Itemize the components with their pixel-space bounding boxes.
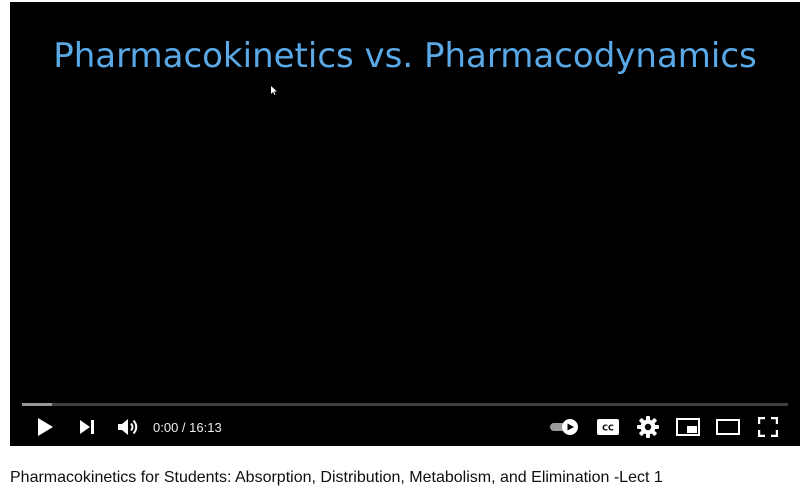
volume-button[interactable] — [114, 414, 142, 440]
play-button[interactable] — [32, 414, 58, 440]
player-controls: 0:00 / 16:13 CC — [10, 410, 800, 444]
fullscreen-icon — [758, 417, 778, 437]
svg-text:CC: CC — [602, 424, 614, 433]
gear-icon — [637, 416, 659, 438]
captions-button[interactable]: CC — [596, 414, 620, 440]
slide-title: Pharmacokinetics vs. Pharmacodynamics — [53, 36, 757, 76]
progress-bar[interactable] — [22, 403, 788, 406]
video-player[interactable]: Pharmacokinetics vs. Pharmacodynamics — [10, 2, 800, 446]
play-icon — [38, 418, 53, 436]
progress-buffered — [22, 403, 52, 406]
theater-mode-icon — [716, 419, 740, 435]
theater-mode-button[interactable] — [714, 414, 742, 440]
autoplay-toggle-icon — [550, 419, 578, 435]
autoplay-toggle[interactable] — [548, 414, 580, 440]
next-button[interactable] — [74, 414, 100, 440]
volume-icon — [118, 419, 138, 435]
miniplayer-icon — [676, 418, 700, 436]
settings-button[interactable] — [636, 414, 660, 440]
fullscreen-button[interactable] — [756, 414, 780, 440]
video-title: Pharmacokinetics for Students: Absorptio… — [10, 469, 663, 486]
mouse-cursor-icon — [271, 86, 277, 95]
next-icon — [80, 420, 94, 434]
cc-icon: CC — [597, 419, 619, 435]
miniplayer-button[interactable] — [674, 414, 702, 440]
time-display: 0:00 / 16:13 — [153, 420, 222, 435]
